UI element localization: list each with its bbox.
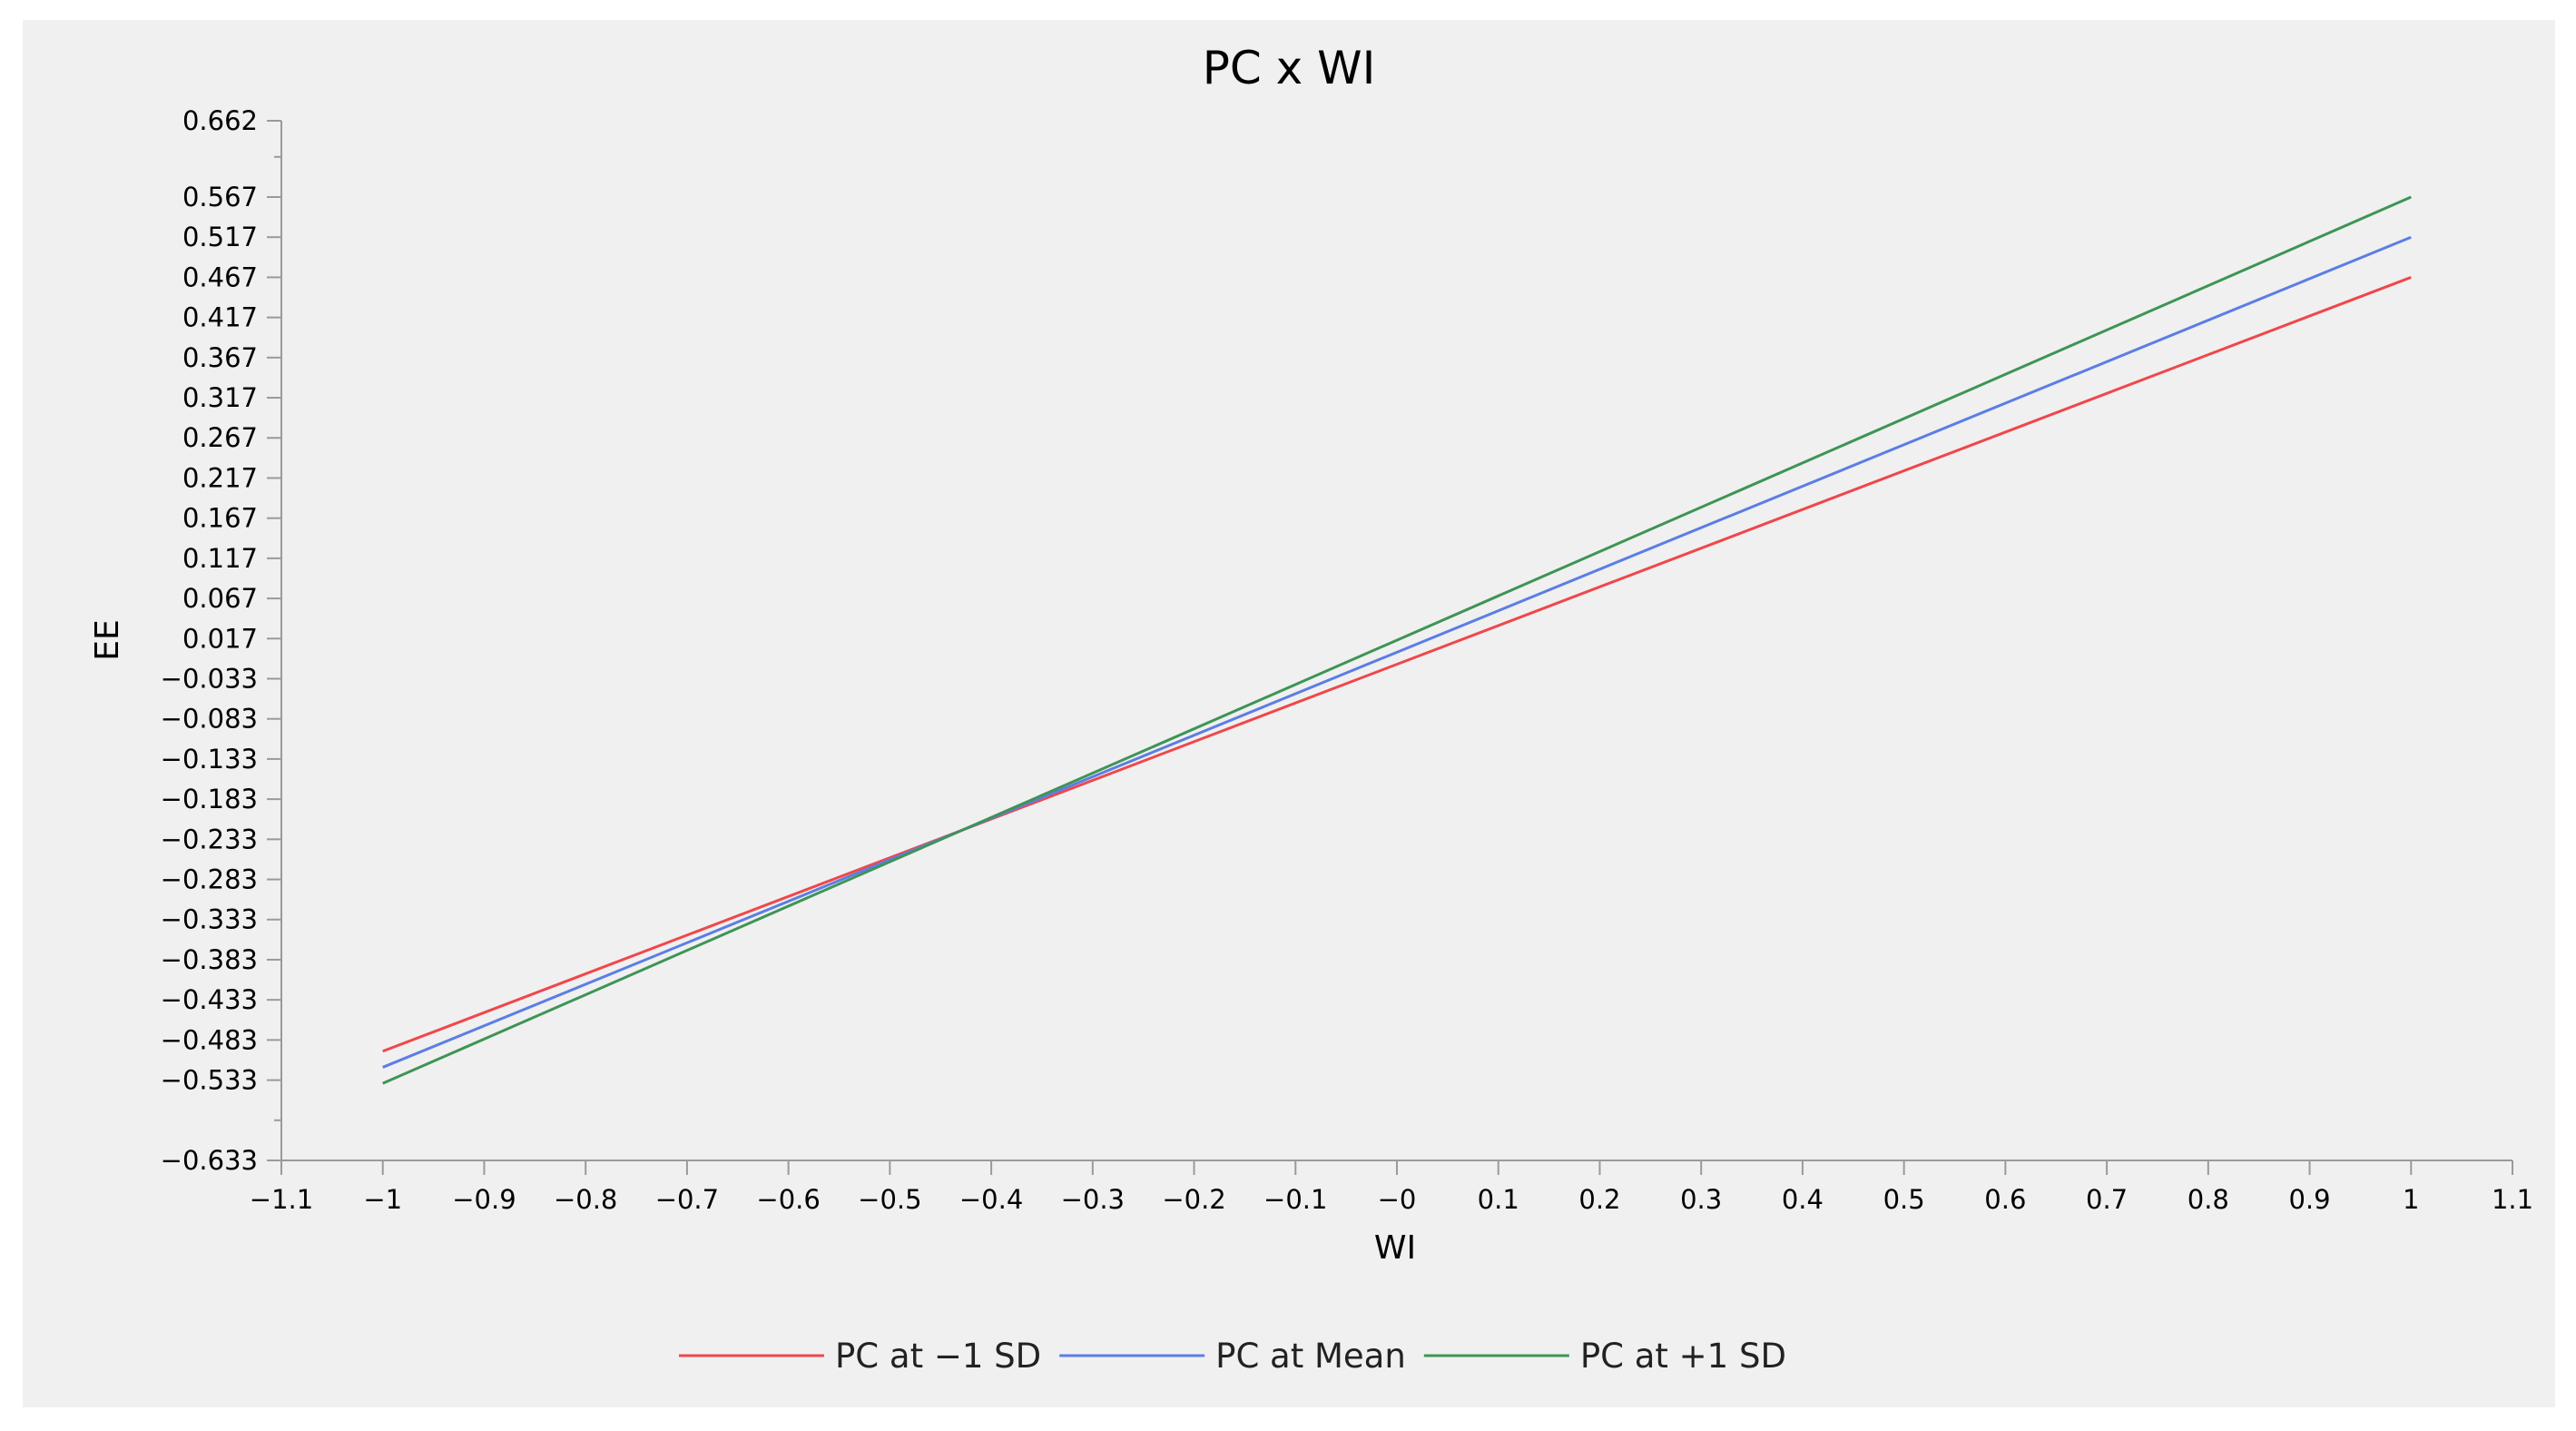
y-tick-label: −0.033 [161, 663, 258, 694]
x-tick-label: −0.6 [756, 1184, 820, 1215]
legend-label-1: PC at Mean [1215, 1337, 1406, 1376]
x-tick-label: 1.1 [2492, 1184, 2533, 1215]
y-tick-label: 0.017 [182, 623, 258, 654]
x-tick-label: −0.8 [554, 1184, 617, 1215]
y-axis-label: EE [89, 619, 126, 661]
x-tick-label: 0.3 [1680, 1184, 1722, 1215]
series-line-2 [382, 195, 2412, 1085]
y-tick-label: 0.567 [182, 182, 258, 212]
y-tick-label: −0.633 [161, 1145, 258, 1176]
y-tick-label: −0.383 [161, 944, 258, 975]
y-tick-label: 0.267 [182, 422, 258, 453]
y-tick-label: −0.283 [161, 864, 258, 895]
x-tick-label: 0.7 [2086, 1184, 2128, 1215]
x-tick-label: −1.1 [250, 1184, 313, 1215]
y-tick-label: 0.317 [182, 382, 258, 413]
y-tick-label: 0.417 [182, 302, 258, 333]
y-tick-label: −0.333 [161, 904, 258, 935]
x-axis-label: WI [1374, 1229, 1416, 1267]
chart-title: PC x WI [1203, 42, 1376, 94]
x-tick-label: −0.2 [1162, 1184, 1225, 1215]
y-tick-label: 0.167 [182, 503, 258, 534]
x-tick-label: 0.2 [1578, 1184, 1620, 1215]
x-tick-label: −0.4 [959, 1184, 1023, 1215]
chart-background [23, 20, 2555, 1407]
x-tick-label: −0.1 [1263, 1184, 1327, 1215]
x-tick-label: 0.5 [1883, 1184, 1925, 1215]
y-tick-label: 0.467 [182, 262, 258, 292]
y-tick-label: 0.067 [182, 583, 258, 614]
x-tick-label: −0.5 [858, 1184, 921, 1215]
y-tick-label: 0.217 [182, 462, 258, 493]
x-tick-label: 0.8 [2188, 1184, 2229, 1215]
y-tick-label: −0.483 [161, 1024, 258, 1055]
y-tick-label: 0.117 [182, 543, 258, 574]
y-tick-label: −0.083 [161, 704, 258, 735]
series-line-0 [382, 276, 2412, 1053]
y-tick-label: −0.233 [161, 824, 258, 854]
x-tick-label: 0.4 [1782, 1184, 1824, 1215]
y-tick-label: −0.183 [161, 784, 258, 814]
series-line-1 [382, 235, 2412, 1069]
legend-label-0: PC at −1 SD [835, 1337, 1041, 1376]
y-tick-label: −0.433 [161, 984, 258, 1015]
y-tick-label: −0.533 [161, 1065, 258, 1096]
x-tick-label: −0.9 [452, 1184, 516, 1215]
x-tick-label: −0.3 [1061, 1184, 1125, 1215]
x-tick-label: 0.6 [1984, 1184, 2026, 1215]
x-tick-label: −0.7 [655, 1184, 719, 1215]
x-tick-label: −1 [363, 1184, 402, 1215]
y-tick-label: 0.517 [182, 222, 258, 252]
x-tick-label: 0.1 [1478, 1184, 1519, 1215]
y-tick-label: 0.662 [182, 105, 258, 136]
legend-label-2: PC at +1 SD [1580, 1337, 1786, 1376]
y-tick-label: −0.133 [161, 744, 258, 775]
y-tick-label: 0.367 [182, 342, 258, 373]
x-tick-label: 1 [2403, 1184, 2419, 1215]
x-tick-label: −0 [1378, 1184, 1417, 1215]
x-tick-label: 0.9 [2288, 1184, 2330, 1215]
